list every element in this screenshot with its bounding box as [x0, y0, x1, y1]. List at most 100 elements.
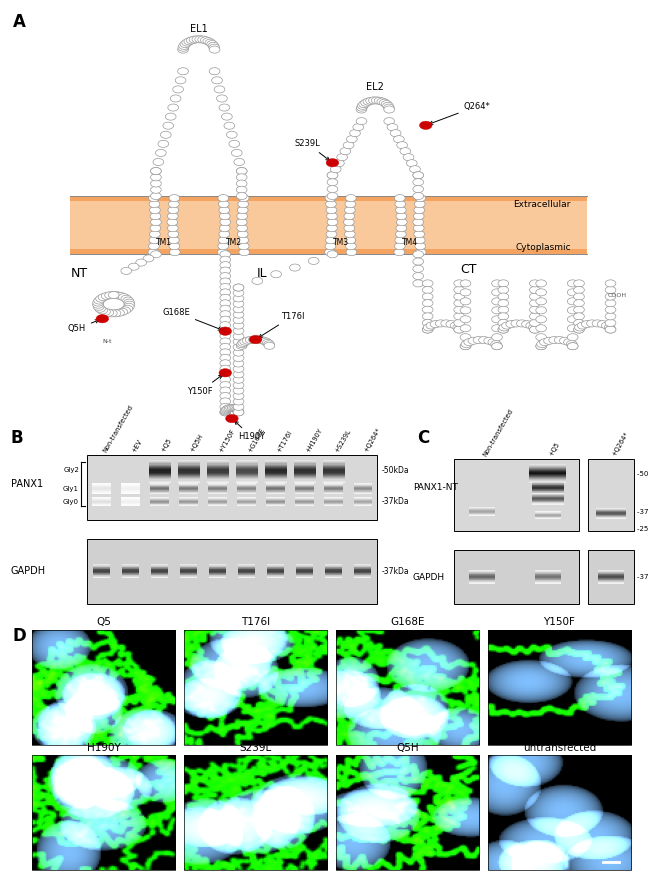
- Bar: [238, 573, 255, 574]
- Bar: [324, 483, 343, 484]
- Circle shape: [498, 319, 509, 327]
- Circle shape: [460, 316, 471, 323]
- Circle shape: [567, 307, 578, 314]
- Bar: [469, 570, 495, 571]
- Circle shape: [220, 359, 231, 366]
- Circle shape: [413, 212, 424, 219]
- Circle shape: [105, 292, 116, 299]
- Bar: [236, 466, 257, 468]
- Bar: [596, 513, 626, 514]
- Bar: [469, 580, 495, 581]
- Bar: [532, 497, 564, 498]
- Bar: [151, 569, 168, 570]
- Bar: [532, 491, 564, 493]
- Circle shape: [216, 95, 228, 102]
- Bar: [354, 567, 371, 569]
- Bar: [93, 565, 110, 566]
- Circle shape: [363, 98, 374, 105]
- Circle shape: [220, 316, 231, 323]
- Bar: [532, 491, 564, 492]
- Text: T176I: T176I: [241, 618, 270, 627]
- Bar: [532, 500, 564, 501]
- Text: Q5H: Q5H: [68, 319, 99, 334]
- Bar: [596, 508, 626, 509]
- Circle shape: [395, 195, 405, 202]
- Circle shape: [403, 154, 414, 161]
- Circle shape: [567, 334, 578, 341]
- Bar: [296, 493, 314, 494]
- Bar: [179, 484, 198, 485]
- Circle shape: [153, 158, 164, 165]
- Bar: [209, 493, 227, 494]
- Bar: [469, 582, 495, 584]
- Bar: [180, 568, 198, 569]
- Bar: [535, 570, 561, 571]
- Bar: [178, 481, 200, 483]
- Bar: [178, 459, 200, 461]
- Bar: [296, 566, 313, 567]
- Text: +S239L: +S239L: [333, 428, 352, 453]
- Circle shape: [168, 231, 179, 238]
- Text: +Q264*: +Q264*: [611, 431, 630, 458]
- Bar: [529, 469, 566, 471]
- Circle shape: [221, 407, 231, 414]
- Bar: [209, 575, 226, 576]
- Circle shape: [460, 334, 471, 341]
- Circle shape: [192, 35, 203, 42]
- Bar: [296, 489, 314, 490]
- Bar: [237, 492, 256, 493]
- Circle shape: [239, 195, 249, 202]
- Circle shape: [597, 320, 608, 327]
- Circle shape: [208, 42, 219, 50]
- Circle shape: [224, 404, 235, 412]
- Bar: [150, 490, 169, 491]
- Bar: [532, 494, 564, 495]
- Bar: [323, 479, 345, 481]
- Bar: [236, 459, 257, 461]
- Bar: [149, 466, 170, 468]
- Bar: [179, 485, 198, 486]
- Bar: [150, 485, 169, 486]
- Bar: [469, 582, 495, 583]
- Bar: [294, 466, 316, 468]
- Bar: [209, 573, 226, 574]
- Circle shape: [120, 307, 131, 314]
- Bar: [122, 487, 140, 488]
- Bar: [150, 491, 169, 492]
- Bar: [151, 573, 168, 574]
- Bar: [294, 461, 316, 462]
- Circle shape: [574, 312, 584, 319]
- Circle shape: [530, 326, 540, 333]
- Circle shape: [333, 159, 344, 166]
- Bar: [354, 485, 372, 486]
- Circle shape: [498, 306, 509, 313]
- Bar: [209, 568, 226, 569]
- Bar: [324, 484, 343, 485]
- Circle shape: [245, 336, 256, 343]
- Circle shape: [128, 263, 139, 270]
- Bar: [296, 488, 314, 489]
- Circle shape: [151, 173, 161, 181]
- Circle shape: [149, 242, 159, 250]
- Circle shape: [460, 280, 471, 287]
- Bar: [237, 485, 256, 486]
- Bar: [469, 577, 495, 578]
- Circle shape: [395, 201, 406, 208]
- Bar: [92, 488, 111, 489]
- Bar: [179, 488, 198, 489]
- Bar: [532, 481, 564, 482]
- Bar: [469, 577, 495, 579]
- Circle shape: [359, 101, 369, 108]
- Bar: [151, 575, 168, 576]
- Bar: [238, 566, 255, 567]
- Bar: [324, 487, 343, 488]
- Circle shape: [506, 320, 517, 327]
- Circle shape: [422, 312, 433, 319]
- Bar: [294, 463, 316, 465]
- Bar: [207, 474, 229, 476]
- Bar: [596, 513, 626, 514]
- Circle shape: [220, 408, 231, 415]
- Bar: [236, 463, 257, 465]
- Bar: [596, 511, 626, 512]
- Bar: [151, 566, 168, 567]
